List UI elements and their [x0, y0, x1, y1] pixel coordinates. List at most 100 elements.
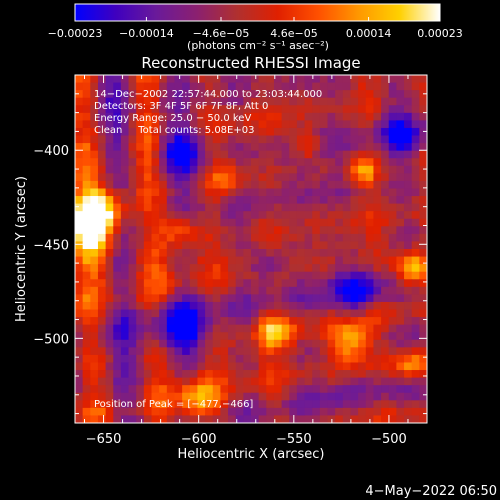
heatmap-cell	[113, 294, 122, 303]
heatmap-cell	[273, 165, 283, 174]
heatmap-cell	[266, 150, 275, 159]
heatmap-cell	[220, 249, 229, 258]
heatmap-cell	[273, 256, 283, 265]
heatmap-cell	[358, 354, 367, 364]
heatmap-cell	[381, 203, 390, 212]
heatmap-cell	[151, 75, 160, 84]
heatmap-cell	[342, 249, 352, 258]
heatmap-cell	[220, 173, 229, 182]
heatmap-cell	[235, 241, 244, 250]
heatmap-cell	[220, 256, 229, 265]
heatmap-cell	[388, 90, 397, 99]
heatmap-cell	[296, 354, 306, 364]
heatmap-cell	[388, 264, 397, 273]
heatmap-cell	[404, 127, 413, 137]
heatmap-cell	[273, 112, 283, 121]
heatmap-cell	[266, 347, 275, 356]
heatmap-cell	[319, 241, 329, 250]
heatmap-cell	[312, 407, 321, 417]
heatmap-cell	[75, 400, 84, 409]
heatmap-cell	[404, 294, 413, 303]
heatmap-cell	[166, 173, 176, 182]
heatmap-cell	[419, 377, 427, 386]
heatmap-cell	[212, 120, 221, 129]
heatmap-cell	[166, 347, 176, 356]
heatmap-cell	[342, 120, 352, 129]
heatmap-cell	[212, 332, 221, 341]
heatmap-cell	[411, 279, 420, 288]
heatmap-cell	[205, 233, 214, 243]
heatmap-cell	[388, 120, 397, 129]
heatmap-cell	[235, 112, 244, 121]
heatmap-cell	[128, 150, 137, 159]
heatmap-cell	[419, 354, 427, 364]
heatmap-cell	[365, 309, 375, 318]
heatmap-cell	[113, 362, 122, 371]
heatmap-cell	[327, 112, 336, 121]
heatmap-cell	[174, 241, 183, 250]
heatmap-cell	[327, 286, 336, 295]
heatmap-cell	[312, 165, 321, 174]
heatmap-cell	[75, 196, 84, 205]
heatmap-cell	[235, 362, 244, 371]
heatmap-cell	[419, 218, 427, 227]
heatmap-cell	[358, 294, 367, 303]
heatmap-cell	[258, 407, 267, 417]
heatmap-cell	[312, 249, 321, 258]
heatmap-cell	[82, 90, 91, 99]
heatmap-cell	[136, 233, 145, 243]
heatmap-cell	[143, 385, 153, 394]
heatmap-cell	[273, 105, 283, 114]
heatmap-cell	[335, 256, 344, 265]
heatmap-cell	[373, 249, 382, 258]
heatmap-cell	[266, 82, 275, 91]
heatmap-cell	[128, 211, 137, 220]
heatmap-cell	[365, 347, 375, 356]
heatmap-cell	[273, 203, 283, 212]
heatmap-cell	[205, 173, 214, 182]
heatmap-cell	[258, 392, 267, 401]
heatmap-cell	[136, 196, 145, 205]
heatmap-cell	[159, 150, 168, 159]
heatmap-cell	[258, 158, 267, 167]
heatmap-cell	[97, 143, 107, 152]
heatmap-cell	[97, 150, 107, 159]
heatmap-cell	[174, 82, 183, 91]
heatmap-cell	[174, 203, 183, 212]
heatmap-cell	[273, 301, 283, 311]
heatmap-cell	[166, 249, 176, 258]
heatmap-cell	[243, 294, 252, 303]
heatmap-cell	[159, 294, 168, 303]
heatmap-cell	[166, 203, 176, 212]
heatmap-cell	[312, 241, 321, 250]
heatmap-cell	[90, 301, 99, 311]
heatmap-cell	[120, 143, 130, 152]
heatmap-cell	[205, 279, 214, 288]
heatmap-cell	[350, 264, 359, 273]
heatmap-cell	[419, 203, 427, 212]
heatmap-cell	[189, 294, 199, 303]
heatmap-cell	[212, 301, 221, 311]
heatmap-cell	[365, 97, 375, 106]
heatmap-cell	[189, 264, 199, 273]
heatmap-cell	[228, 400, 237, 409]
heatmap-cell	[136, 180, 145, 190]
heatmap-cell	[90, 112, 99, 121]
heatmap-cell	[205, 135, 214, 144]
heatmap-cell	[228, 150, 237, 159]
heatmap-cell	[220, 370, 229, 379]
heatmap-cell	[419, 180, 427, 190]
heatmap-cell	[411, 256, 420, 265]
heatmap-cell	[388, 392, 397, 401]
heatmap-cell	[404, 317, 413, 326]
heatmap-cell	[120, 180, 130, 190]
heatmap-cell	[358, 256, 367, 265]
heatmap-cell	[120, 400, 130, 409]
heatmap-cell	[373, 203, 382, 212]
heatmap-cell	[289, 233, 298, 243]
heatmap-cell	[90, 82, 99, 91]
heatmap-cell	[365, 241, 375, 250]
heatmap-cell	[128, 241, 137, 250]
heatmap-cell	[319, 347, 329, 356]
heatmap-cell	[289, 332, 298, 341]
